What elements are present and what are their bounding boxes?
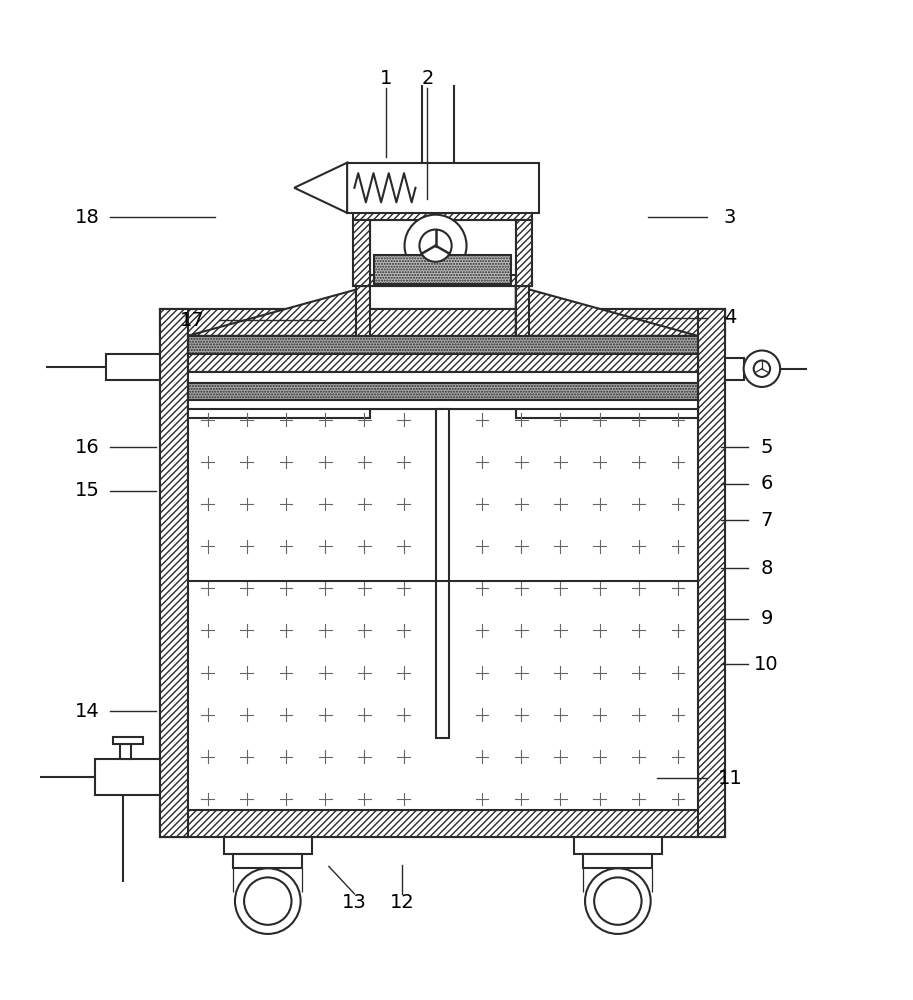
Text: 4: 4	[724, 308, 736, 327]
Bar	[95, 759, 160, 795]
Text: 16: 16	[75, 438, 100, 457]
Text: 1: 1	[380, 69, 393, 88]
Bar	[353, 275, 532, 286]
Bar	[516, 286, 530, 336]
Bar	[113, 737, 143, 744]
Bar	[583, 854, 653, 868]
Text: 13: 13	[342, 893, 367, 912]
Circle shape	[235, 868, 300, 934]
Bar	[160, 309, 726, 336]
Bar	[187, 383, 698, 400]
Text: 11: 11	[718, 769, 742, 788]
Bar	[187, 336, 698, 354]
Text: 15: 15	[75, 481, 100, 500]
Text: 3: 3	[724, 208, 736, 227]
Circle shape	[585, 868, 651, 934]
Text: 12: 12	[390, 893, 415, 912]
Text: 10: 10	[754, 655, 779, 674]
Text: 5: 5	[761, 438, 772, 457]
Bar	[374, 255, 511, 284]
Bar	[120, 744, 131, 759]
Bar	[436, 409, 449, 738]
Circle shape	[744, 350, 780, 387]
Bar	[106, 354, 160, 380]
Bar	[698, 309, 726, 837]
Polygon shape	[294, 163, 347, 213]
Bar	[370, 220, 516, 286]
Bar	[187, 354, 698, 372]
Bar	[160, 810, 726, 837]
Bar	[356, 286, 370, 336]
Text: 2: 2	[421, 69, 434, 88]
Text: 6: 6	[761, 474, 772, 493]
Text: 9: 9	[761, 609, 772, 628]
Bar	[726, 358, 744, 380]
Bar	[224, 837, 311, 854]
Bar	[160, 309, 187, 837]
Text: 17: 17	[180, 311, 205, 330]
Bar	[187, 372, 698, 383]
Polygon shape	[516, 286, 698, 336]
Bar	[233, 854, 302, 868]
Circle shape	[404, 215, 467, 277]
Polygon shape	[187, 286, 370, 336]
Text: 8: 8	[761, 559, 772, 578]
Circle shape	[754, 361, 770, 377]
Circle shape	[594, 877, 642, 925]
Bar	[187, 409, 698, 810]
Bar	[516, 336, 698, 418]
Bar	[353, 220, 370, 286]
Bar	[187, 400, 698, 409]
Bar	[347, 163, 539, 213]
Circle shape	[244, 877, 291, 925]
Circle shape	[419, 230, 452, 262]
Bar	[574, 837, 662, 854]
Bar	[160, 309, 726, 837]
Text: 14: 14	[75, 702, 100, 721]
Bar	[353, 209, 532, 220]
Bar	[187, 336, 370, 418]
Polygon shape	[187, 286, 370, 336]
Text: 18: 18	[75, 208, 100, 227]
Bar	[516, 220, 532, 286]
Text: 7: 7	[761, 511, 772, 530]
